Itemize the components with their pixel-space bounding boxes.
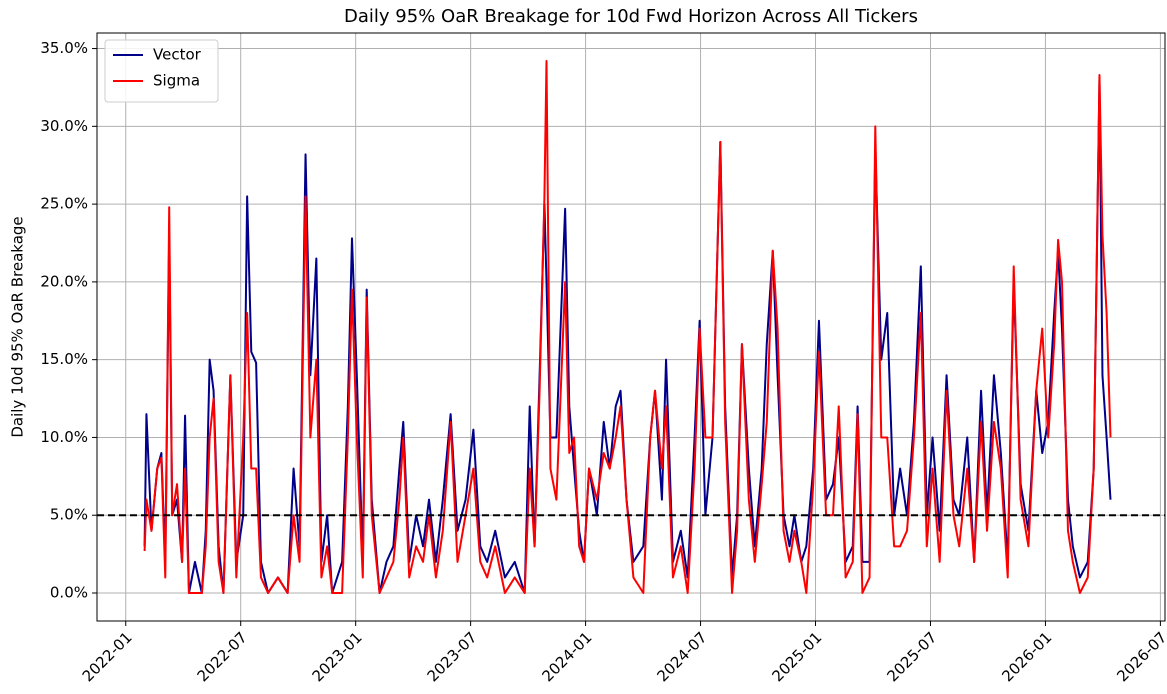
x-tick-label: 2026-07 [1113,628,1167,685]
x-tick-label: 2024-07 [654,628,711,685]
plot-frame [96,32,1166,622]
legend-label: Sigma [153,72,200,90]
y-tick-label: 10.0% [40,428,88,446]
y-axis-label: Daily 10d 95% OaR Breakage [9,216,27,437]
y-tick-label: 0.0% [50,584,88,602]
legend-label: Vector [153,46,202,64]
x-tick-label: 2022-07 [194,628,251,685]
x-tick-label: 2025-01 [768,628,825,685]
x-tick-label: 2022-01 [79,628,136,685]
y-tick-label: 15.0% [40,350,88,368]
x-tick-label: 2024-01 [539,628,596,685]
y-tick-label: 5.0% [50,506,88,524]
y-tick-label: 25.0% [40,195,88,213]
x-tick-label: 2023-01 [309,628,366,685]
chart-title: Daily 95% OaR Breakage for 10d Fwd Horiz… [344,6,918,27]
x-tick-label: 2026-01 [998,628,1055,685]
x-tick-label: 2025-07 [883,628,940,685]
x-tick-label: 2023-07 [424,628,481,685]
y-tick-label: 35.0% [40,39,88,57]
y-tick-label: 30.0% [40,117,88,135]
series-line [143,60,1112,594]
y-tick-label: 20.0% [40,272,88,290]
legend: Vector Sigma [104,39,219,103]
